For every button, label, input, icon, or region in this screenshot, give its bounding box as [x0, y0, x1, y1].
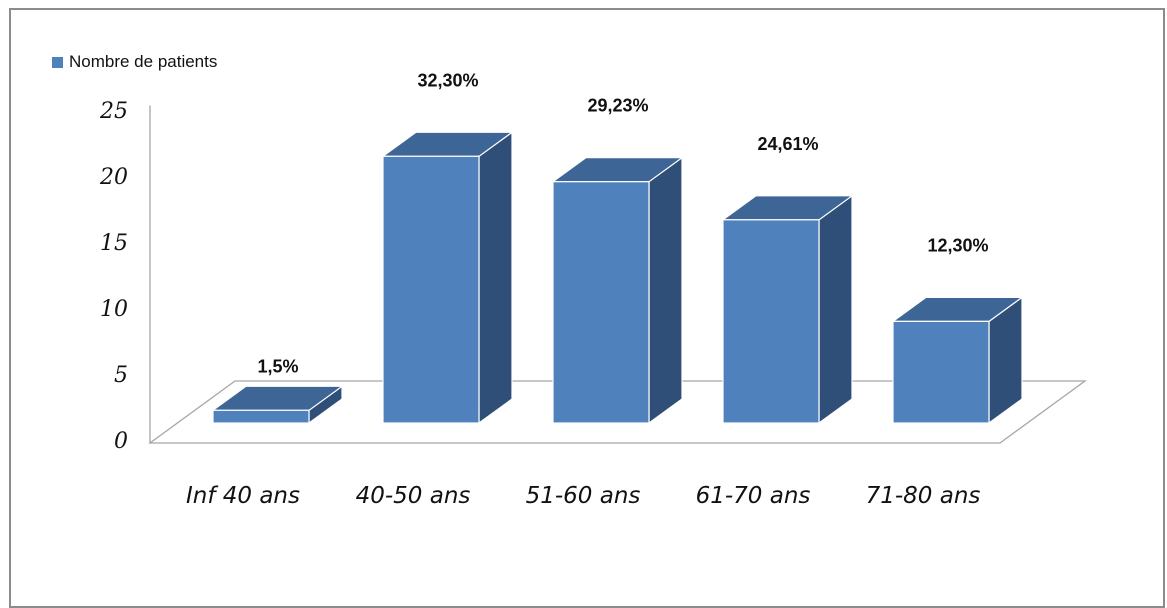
- data-labels: 1,5% 32,30% 29,23% 24,61% 12,30%: [257, 70, 988, 376]
- x-tick-label: 51-60 ans: [526, 483, 641, 509]
- y-tick-label: 25: [99, 99, 128, 124]
- bar: [891, 296, 1024, 425]
- y-tick-label: 15: [100, 231, 128, 256]
- x-tick-label: 71-80 ans: [866, 483, 981, 509]
- bar: [721, 194, 854, 425]
- x-tick-label: 40-50 ans: [356, 483, 471, 509]
- data-label: 32,30%: [417, 70, 478, 90]
- y-tick-label: 10: [100, 297, 128, 322]
- x-axis-ticks: Inf 40 ans 40-50 ans 51-60 ans 61-70 ans 71-…: [186, 483, 980, 509]
- data-label: 1,5%: [257, 356, 298, 376]
- bar-side: [478, 131, 513, 425]
- y-tick-label: 5: [114, 363, 128, 388]
- bar: [381, 131, 514, 425]
- bar: [551, 156, 684, 425]
- bar: [211, 385, 344, 425]
- x-tick-label: 61-70 ans: [696, 483, 811, 509]
- y-tick-label: 0: [114, 429, 128, 454]
- bar-side: [648, 156, 683, 425]
- data-label: 12,30%: [927, 235, 988, 255]
- y-axis-ticks: 0 5 10 15 20 25: [99, 99, 128, 454]
- bar-front: [212, 409, 310, 424]
- x-tick-label: Inf 40 ans: [186, 483, 300, 509]
- data-label: 29,23%: [587, 96, 648, 116]
- legend-swatch: [52, 57, 63, 68]
- y-tick-label: 20: [99, 165, 128, 190]
- bar-front: [552, 181, 650, 424]
- bar-front: [722, 219, 820, 424]
- bar-front: [892, 320, 990, 424]
- data-label: 24,61%: [757, 134, 818, 154]
- bar-front: [382, 155, 480, 424]
- legend-label: Nombre de patients: [69, 52, 217, 71]
- bar-side: [818, 194, 853, 425]
- bars: [211, 131, 1024, 425]
- legend: Nombre de patients: [52, 52, 217, 71]
